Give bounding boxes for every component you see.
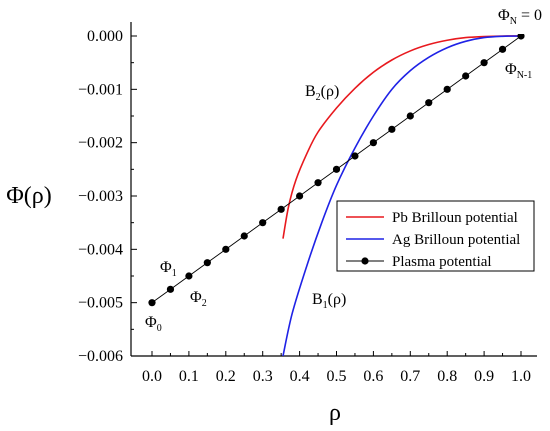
y-tick-label: −0.006 [78,348,123,365]
plasma-potential-point [296,192,304,200]
annotation-label: B2(ρ) [305,83,339,103]
x-tick-label: 0.8 [437,368,457,385]
y-ticks: 0.000 −0.001 −0.002 −0.003 −0.004 −0.005 −0.00… [78,28,137,365]
y-tick-label: −0.004 [78,241,123,258]
plasma-potential-point [517,34,525,40]
legend-box [336,200,535,272]
annotation-label: Φ1 [160,259,177,279]
plasma-potential-point [480,59,488,67]
x-tick-label: 0.1 [179,368,199,385]
plasma-potential-point [203,259,211,267]
x-tick-label: 0.4 [290,368,310,385]
plasma-potential-point [425,99,433,107]
y-tick-label: −0.001 [78,81,123,98]
plasma-potential-point [332,165,341,173]
x-tick-label: 0.9 [474,368,494,385]
plasma-potential-point [185,272,193,280]
legend-marker-plasma-potential [361,257,369,265]
plasma-potential-point [277,205,285,213]
annotation-label: Φ2 [190,289,207,309]
y-tick-label: 0.000 [87,28,123,45]
annotation-label: ΦN = 0 [498,7,542,27]
x-axis-title: ρ [329,400,341,426]
plasma-potential-point [240,232,248,240]
y-tick-label: −0.002 [78,135,123,152]
plasma-potential-point [498,45,507,53]
annotation-label: Φ0 [145,314,162,334]
plasma-potential-point [148,299,156,307]
plasma-potential-point [388,125,396,133]
x-tick-label: 0.5 [327,368,347,385]
plasma-potential-point [443,85,451,93]
plasma-potential-point [259,219,267,227]
series-layer [148,34,525,356]
plasma-potential-point [222,245,230,253]
plasma-potential-point [314,179,322,187]
plasma-potential-point [369,139,377,147]
x-tick-label: 0.0 [142,368,162,385]
y-tick-label: −0.003 [78,188,123,205]
pb-brilloun-potential-line [282,35,522,239]
legend-label-plasma-potential: Plasma potential [392,254,492,270]
axes [130,22,537,357]
annotations: ΦN = 0 ΦN-1 B2(ρ) B1(ρ) Φ1 Φ2 Φ0 [145,7,542,334]
x-tick-label: 0.2 [216,368,236,385]
x-tick-label: 0.7 [400,368,420,385]
x-ticks: 0.0 0.1 0.2 0.3 0.4 0.5 0.6 0.7 0.8 0.9 1.0 [142,351,531,385]
annotation-label: B1(ρ) [312,291,346,311]
legend: Pb Brilloun potential Ag Brilloun potenti… [336,200,535,272]
plasma-potential-point [351,152,359,160]
y-tick-label: −0.005 [78,295,123,312]
x-tick-label: 0.6 [363,368,383,385]
x-tick-label: 0.3 [253,368,273,385]
plasma-potential-point [406,112,414,120]
legend-label-ag-brilloun-potential: Ag Brilloun potential [392,232,520,248]
annotation-label: ΦN-1 [505,61,532,81]
ag-brilloun-potential-line [282,35,522,356]
y-axis-title: Φ(ρ) [6,183,52,209]
x-tick-label: 1.0 [511,368,531,385]
legend-label-pb-brilloun-potential: Pb Brilloun potential [392,210,518,226]
plasma-potential-point [166,285,175,293]
plasma-potential-point [462,72,470,80]
